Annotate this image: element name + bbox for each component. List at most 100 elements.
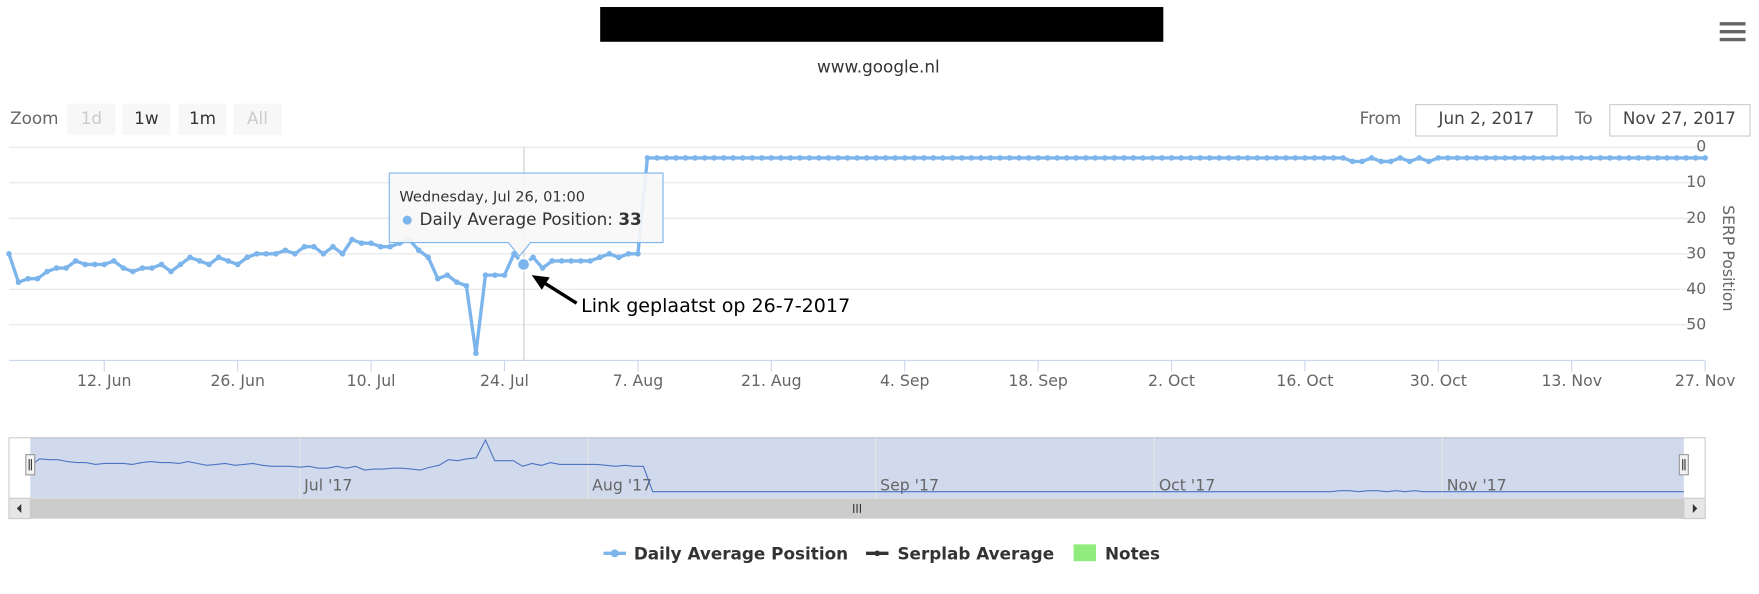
zoom-buttons: 1d 1w 1m All bbox=[67, 103, 282, 135]
point bbox=[1111, 155, 1118, 161]
point bbox=[377, 243, 384, 250]
tooltip-label: Daily Average Position: bbox=[420, 209, 613, 229]
point bbox=[1006, 155, 1013, 161]
x-axis: 12. Jun 26. Jun 10. Jul 24. Jul 7. Aug 21. Au… bbox=[8, 359, 1735, 390]
point bbox=[187, 254, 193, 261]
point bbox=[987, 155, 994, 161]
point bbox=[1616, 155, 1623, 161]
legend-label[interactable]: Serplab Average bbox=[897, 543, 1054, 563]
point bbox=[206, 261, 212, 268]
point bbox=[244, 254, 251, 261]
navigator-handle[interactable] bbox=[1678, 454, 1689, 476]
to-input[interactable] bbox=[1609, 104, 1751, 137]
point bbox=[1597, 155, 1604, 161]
point bbox=[901, 155, 908, 161]
legend-label[interactable]: Daily Average Position bbox=[634, 543, 848, 563]
zoom-button[interactable] bbox=[178, 103, 227, 135]
point bbox=[1521, 155, 1527, 161]
point bbox=[692, 155, 698, 161]
point bbox=[730, 155, 736, 161]
point bbox=[587, 258, 594, 264]
point bbox=[139, 265, 146, 271]
legend-label[interactable]: Notes bbox=[1105, 543, 1160, 563]
point bbox=[34, 275, 41, 282]
point bbox=[920, 155, 927, 161]
point bbox=[25, 275, 31, 282]
point bbox=[387, 243, 393, 250]
point bbox=[739, 155, 746, 161]
annotation-text: Link geplaatst op 26-7-2017 bbox=[581, 295, 850, 317]
y-axis-title: SERP Position bbox=[1719, 205, 1738, 311]
point bbox=[272, 251, 279, 257]
point bbox=[1378, 158, 1384, 165]
point bbox=[539, 265, 546, 271]
point bbox=[1054, 155, 1060, 161]
point bbox=[682, 155, 689, 161]
point bbox=[768, 155, 775, 161]
point bbox=[1187, 155, 1194, 161]
zoom-button[interactable] bbox=[122, 103, 171, 135]
point bbox=[1492, 155, 1499, 161]
point bbox=[1549, 155, 1556, 161]
menu-button[interactable] bbox=[1719, 22, 1746, 42]
point bbox=[1254, 155, 1261, 161]
point bbox=[1502, 155, 1508, 161]
point bbox=[1311, 155, 1318, 161]
tooltip-box bbox=[388, 172, 664, 257]
point bbox=[1273, 155, 1280, 161]
point bbox=[873, 155, 879, 161]
to-label: To bbox=[1574, 108, 1593, 128]
point bbox=[444, 272, 451, 278]
point bbox=[1082, 155, 1089, 161]
navigator: Jul '17 Aug '17 Sep '17 Oct '17 Nov '17 bbox=[8, 437, 1706, 520]
navigator-tick-label: Sep '17 bbox=[880, 476, 939, 495]
point bbox=[120, 265, 127, 271]
navigator-background bbox=[8, 437, 1706, 499]
x-tick-label: 30. Oct bbox=[1410, 371, 1467, 390]
point bbox=[177, 261, 184, 268]
point bbox=[1426, 158, 1432, 165]
y-tick-label: 40 bbox=[1686, 279, 1706, 298]
point bbox=[1025, 155, 1032, 161]
point bbox=[1149, 155, 1156, 161]
y-tick-label: 30 bbox=[1686, 243, 1706, 262]
point bbox=[1397, 155, 1404, 161]
point bbox=[368, 240, 374, 246]
point bbox=[130, 268, 136, 275]
point bbox=[463, 282, 470, 289]
tooltip: Wednesday, Jul 26, 01:00 Daily Average P… bbox=[388, 172, 664, 257]
point bbox=[63, 265, 69, 271]
point bbox=[1302, 155, 1308, 161]
legend-symbol bbox=[1073, 544, 1097, 562]
point bbox=[1445, 155, 1451, 161]
navigator-selection bbox=[30, 437, 1684, 499]
point bbox=[1035, 155, 1041, 161]
point bbox=[101, 261, 108, 268]
point bbox=[149, 265, 155, 271]
point bbox=[1578, 155, 1585, 161]
grid: 0 10 20 30 40 50 bbox=[8, 137, 1706, 333]
point bbox=[15, 279, 22, 286]
point bbox=[701, 155, 708, 161]
point bbox=[1140, 155, 1146, 161]
from-input[interactable] bbox=[1415, 104, 1558, 137]
scrollbar-arrow bbox=[16, 503, 22, 513]
x-tick-label: 16. Oct bbox=[1276, 371, 1333, 390]
point bbox=[1435, 155, 1442, 161]
point bbox=[978, 155, 984, 161]
point bbox=[1349, 158, 1356, 165]
x-tick-label: 26. Jun bbox=[210, 371, 264, 390]
point bbox=[635, 251, 641, 257]
navigator-handle[interactable] bbox=[25, 454, 36, 476]
point bbox=[806, 155, 813, 161]
point bbox=[1368, 155, 1375, 161]
point bbox=[854, 155, 860, 161]
point bbox=[425, 254, 432, 261]
tooltip-header: Wednesday, Jul 26, 01:00 bbox=[399, 189, 585, 206]
point bbox=[1235, 155, 1242, 161]
point bbox=[91, 261, 98, 268]
point bbox=[949, 155, 956, 161]
point bbox=[511, 251, 517, 257]
y-tick-label: 0 bbox=[1696, 137, 1706, 156]
point bbox=[434, 275, 441, 282]
